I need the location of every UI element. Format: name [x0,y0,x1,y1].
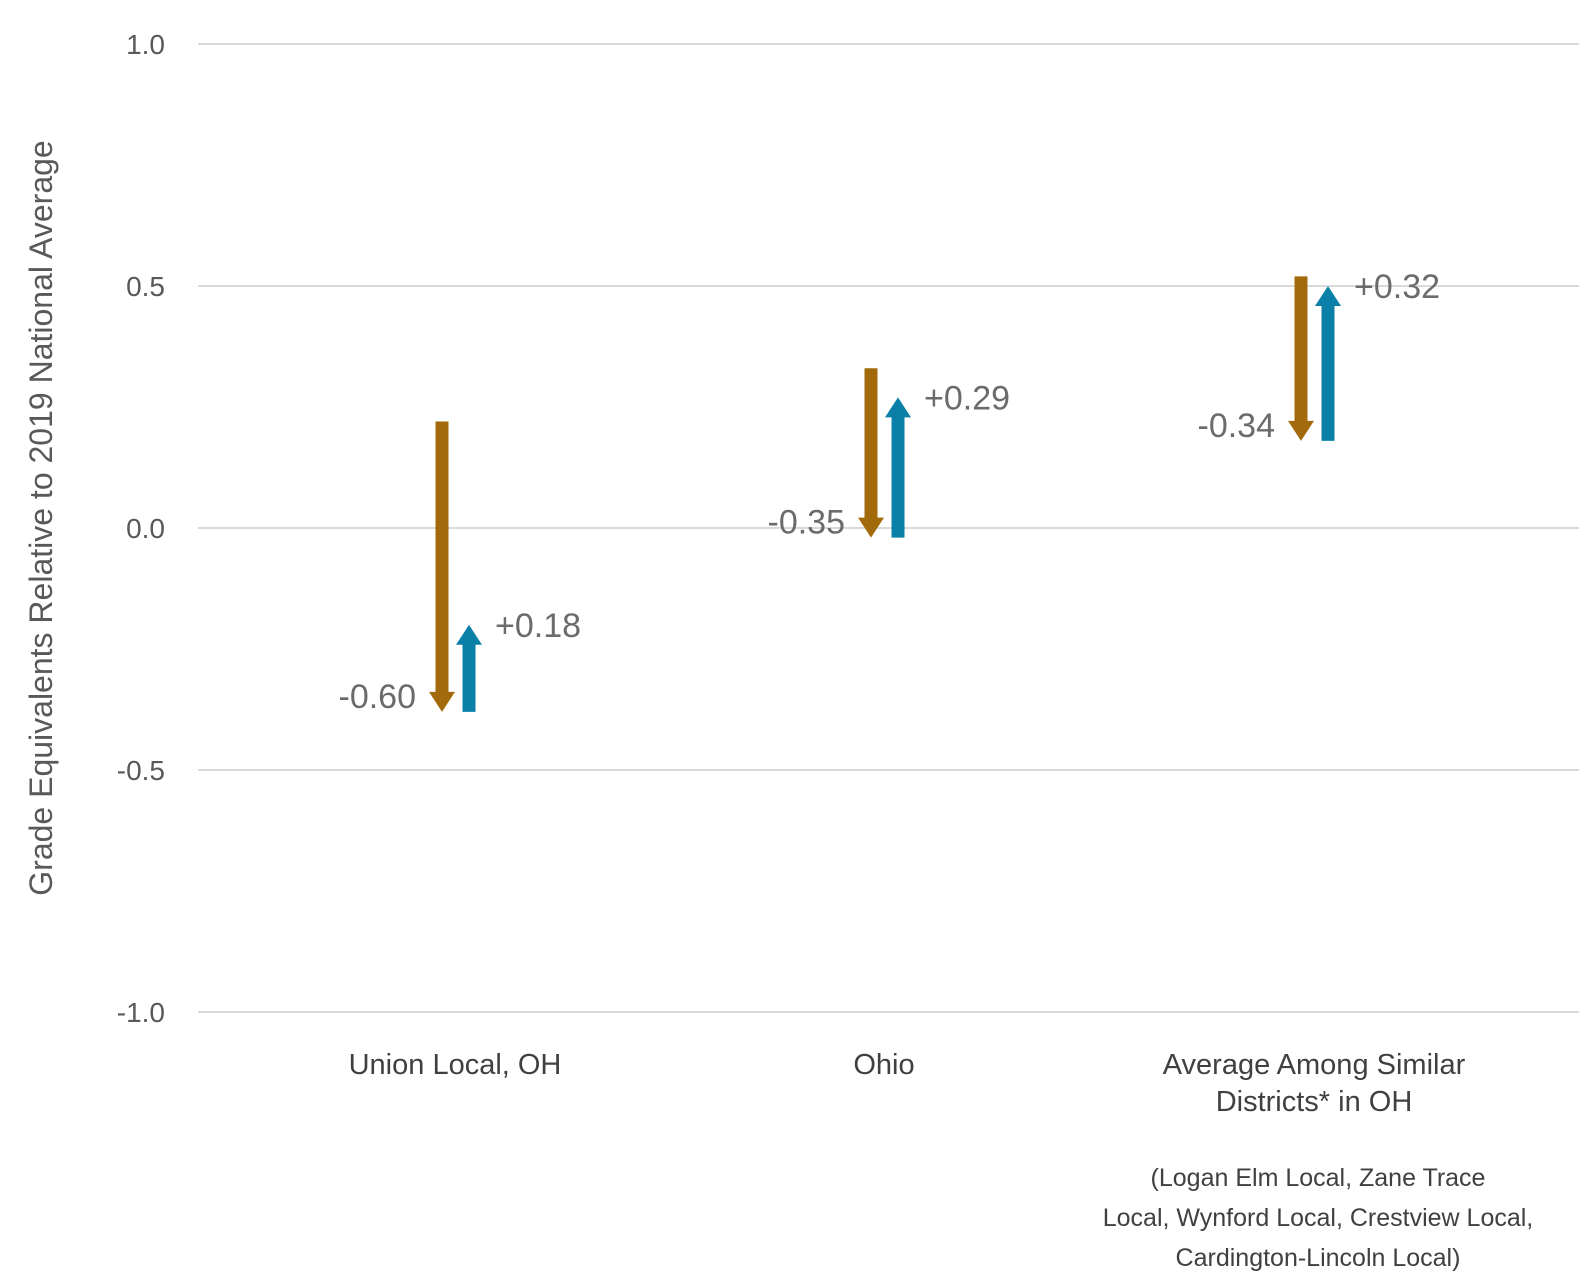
gridlines [198,43,1579,1013]
arrow-marks: -0.60 +0.18 -0.35 +0.29 -0.34 +0.32 [339,268,1441,716]
y-tick-label: -1.0 [117,997,165,1028]
y-tick-label: 1.0 [126,29,165,60]
x-category-label: Districts* in OH [1216,1086,1413,1118]
decline-data-label: -0.60 [339,678,417,716]
category-labels: Union Local, OH Ohio Average Among Similar… [349,1049,1534,1272]
x-category-label: Average Among Similar [1163,1049,1466,1081]
category-note: Cardington-Lincoln Local) [1176,1244,1461,1272]
category-note: (Logan Elm Local, Zane Trace [1151,1164,1486,1192]
recovery-arrow [456,624,482,712]
y-tick-label: 0.5 [126,271,165,302]
decline-arrow [429,421,455,712]
y-tick-label: 0.0 [126,513,165,544]
decline-data-label: -0.34 [1198,407,1276,445]
recovery-arrow [1315,286,1341,441]
decline-data-label: -0.35 [768,504,846,542]
y-tick-label: -0.5 [117,755,165,786]
y-axis-ticks: 1.0 0.5 0.0 -0.5 -1.0 [117,29,165,1028]
x-category-label: Ohio [853,1049,914,1081]
decline-arrow [858,368,884,538]
category-note: Local, Wynford Local, Crestview Local, [1103,1204,1534,1232]
recovery-data-label: +0.29 [924,379,1010,417]
recovery-data-label: +0.18 [495,607,581,645]
recovery-data-label: +0.32 [1354,268,1440,306]
y-axis-label: Grade Equivalents Relative to 2019 Natio… [23,140,59,895]
decline-arrow [1288,276,1314,441]
x-category-label: Union Local, OH [349,1049,562,1081]
recovery-arrow [885,397,911,538]
